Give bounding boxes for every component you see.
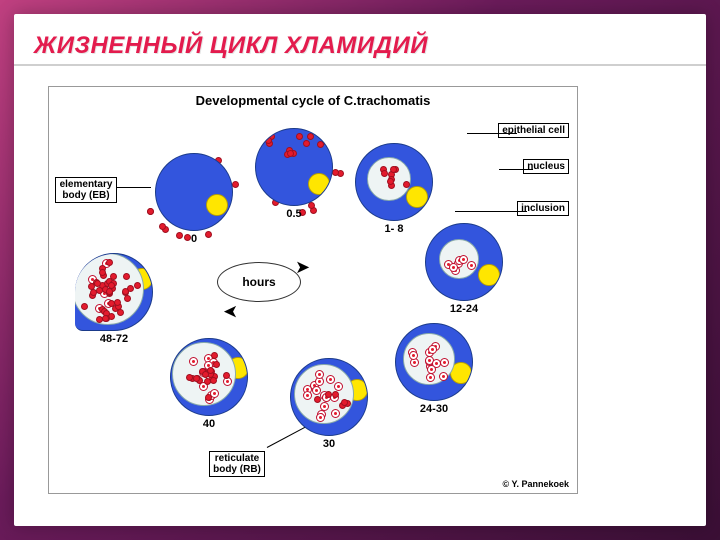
- stage-48-72: 48-72: [75, 253, 153, 345]
- inclusion-body: [172, 342, 236, 406]
- reticulate-body: [409, 351, 418, 360]
- callout-line: [499, 169, 533, 170]
- slide-title: ЖИЗНЕННЫЙ ЦИКЛ ХЛАМИДИЙ: [34, 32, 428, 60]
- reticulate-body: [326, 375, 335, 384]
- title-underline: [14, 64, 706, 66]
- elementary-body: [314, 396, 321, 403]
- reticulate-body: [312, 386, 321, 395]
- elementary-body: [390, 166, 397, 173]
- stage-0: 0: [155, 153, 233, 245]
- reticulate-body: [449, 263, 458, 272]
- inclusion-body: [403, 333, 455, 385]
- stage-24-30: 24-30: [395, 323, 473, 415]
- elementary-body: [117, 309, 124, 316]
- diagram-title: Developmental cycle of C.trachomatis: [49, 93, 577, 108]
- reticulate-body: [440, 358, 449, 367]
- callout-nucleus: nucleus: [523, 159, 569, 174]
- diagram-copyright: © Y. Pannekoek: [503, 479, 570, 489]
- elementary-body: [211, 352, 218, 359]
- callout-eb: elementary body (EB): [55, 177, 117, 203]
- elementary-body: [317, 141, 324, 148]
- time-label: 30: [290, 438, 368, 450]
- cell-nucleus: [206, 194, 228, 216]
- host-cell: [395, 323, 473, 401]
- time-label: 0: [155, 233, 233, 245]
- callout-line: [117, 187, 151, 188]
- reticulate-body: [467, 261, 476, 270]
- inclusion-body: [75, 253, 144, 325]
- elementary-body: [147, 208, 154, 215]
- time-label: 48-72: [75, 333, 153, 345]
- cell-nucleus: [308, 173, 330, 195]
- elementary-body: [403, 181, 410, 188]
- inclusion-body: [367, 157, 411, 201]
- callout-epithelial-cell: epithelial cell: [498, 123, 569, 138]
- host-cell: [255, 128, 333, 206]
- stage-12-24: 12-24: [425, 223, 503, 315]
- host-cell: [75, 253, 153, 331]
- elementary-body: [81, 303, 88, 310]
- reticulate-body: [189, 357, 198, 366]
- callout-line: [467, 133, 517, 134]
- elementary-body: [296, 133, 303, 140]
- time-label: 12-24: [425, 303, 503, 315]
- stage-40: 40: [170, 338, 248, 430]
- inclusion-body: [294, 364, 354, 424]
- host-cell: [155, 153, 233, 231]
- elementary-body: [108, 300, 115, 307]
- stage-1--8: 1- 8: [355, 143, 433, 235]
- elementary-body: [303, 140, 310, 147]
- elementary-body: [202, 371, 209, 378]
- reticulate-body: [428, 345, 437, 354]
- cell-nucleus: [478, 264, 500, 286]
- reticulate-body: [334, 382, 343, 391]
- elementary-body: [88, 283, 95, 290]
- slide-panel: ЖИЗНЕННЫЙ ЦИКЛ ХЛАМИДИЙ Developmental cy…: [14, 14, 706, 526]
- elementary-body: [213, 361, 220, 368]
- lifecycle-diagram: Developmental cycle of C.trachomatis epi…: [48, 86, 578, 494]
- elementary-body: [223, 372, 230, 379]
- reticulate-body: [320, 402, 329, 411]
- host-cell: [355, 143, 433, 221]
- reticulate-body: [331, 409, 340, 418]
- stage-30: 30: [290, 358, 368, 450]
- elementary-body: [124, 295, 131, 302]
- hours-label-oval: hours: [217, 262, 301, 302]
- time-label: 40: [170, 418, 248, 430]
- elementary-body: [134, 282, 141, 289]
- host-cell: [425, 223, 503, 301]
- elementary-body: [332, 391, 339, 398]
- elementary-body: [122, 288, 129, 295]
- elementary-body: [325, 391, 332, 398]
- elementary-body: [123, 273, 130, 280]
- reticulate-body: [303, 391, 312, 400]
- elementary-body: [307, 133, 314, 140]
- elementary-body: [193, 375, 200, 382]
- time-label: 0.5: [255, 208, 333, 220]
- elementary-body: [99, 269, 106, 276]
- reticulate-body: [427, 365, 436, 374]
- cell-nucleus: [406, 186, 428, 208]
- elementary-body: [204, 378, 211, 385]
- host-cell: [290, 358, 368, 436]
- time-label: 1- 8: [355, 223, 433, 235]
- elementary-body: [106, 259, 113, 266]
- reticulate-body: [426, 373, 435, 382]
- hours-text: hours: [242, 275, 275, 289]
- callout-line: [455, 211, 527, 212]
- host-cell: [170, 338, 248, 416]
- time-label: 24-30: [395, 403, 473, 415]
- callout-rb: reticulate body (RB): [209, 451, 265, 477]
- elementary-body: [265, 137, 272, 144]
- elementary-body: [110, 273, 117, 280]
- elementary-body: [114, 299, 121, 306]
- arrow-icon: ➤: [223, 301, 238, 322]
- stage-0-5: 0.5: [255, 128, 333, 220]
- arrow-icon: ➤: [295, 257, 310, 278]
- inclusion-body: [439, 239, 479, 279]
- callout-inclusion: inclusion: [517, 201, 569, 216]
- reticulate-body: [439, 372, 448, 381]
- reticulate-body: [316, 413, 325, 422]
- elementary-body: [106, 288, 113, 295]
